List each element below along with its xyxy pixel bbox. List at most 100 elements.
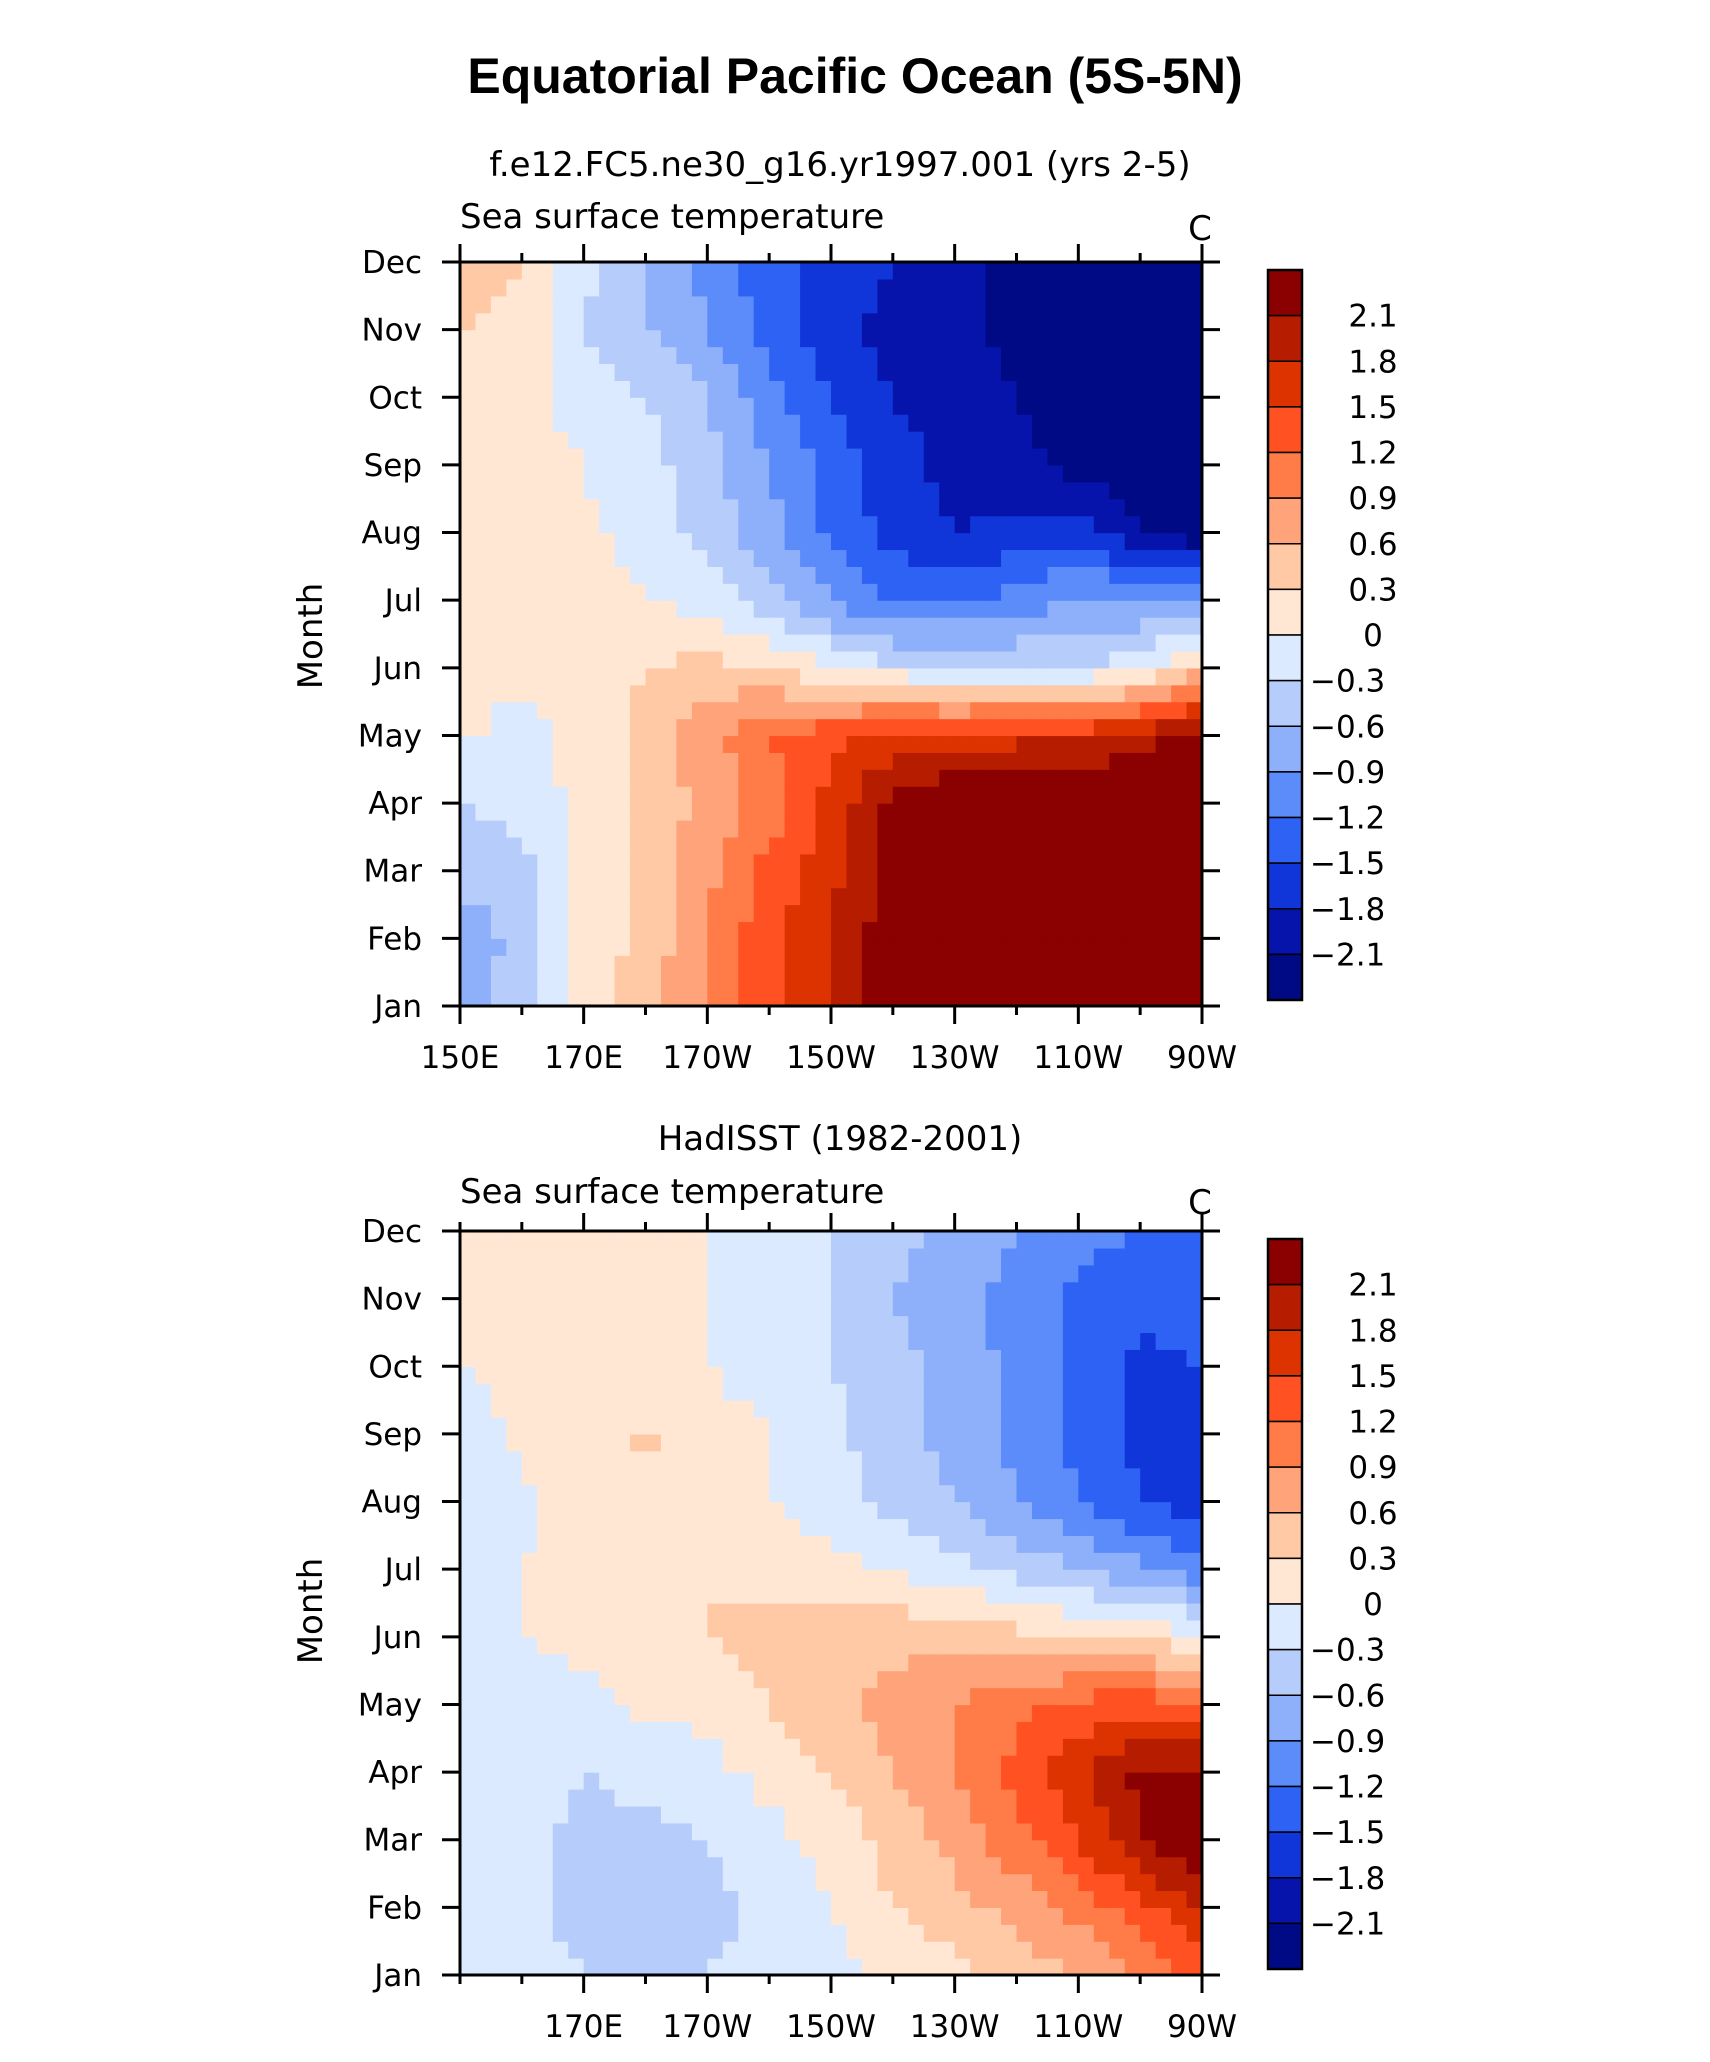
field-cell: [490, 1518, 507, 1536]
field-cell: [1031, 278, 1049, 297]
field-cell: [599, 1805, 616, 1824]
field-cell: [769, 363, 786, 381]
field-cell: [954, 1366, 971, 1384]
field-cell: [815, 803, 832, 821]
field-cell: [568, 1518, 585, 1536]
field-cell: [970, 1433, 987, 1452]
field-cell: [846, 1366, 863, 1384]
field-cell: [815, 1755, 832, 1773]
field-cell: [552, 1332, 569, 1350]
field-cell: [1001, 1247, 1018, 1266]
field-cell: [877, 1349, 894, 1367]
field-cell: [707, 1670, 724, 1689]
field-cell: [1093, 380, 1110, 398]
field-cell: [738, 1332, 755, 1350]
colorbar-frame: [1266, 1237, 1304, 1971]
field-cell: [1016, 498, 1033, 517]
field-cell: [861, 1856, 878, 1875]
field-cell: [970, 549, 987, 567]
field-cell: [506, 1603, 523, 1621]
field-cell: [722, 414, 739, 432]
colorbar-label: −0.3: [1310, 1633, 1385, 1669]
field-cell: [676, 1636, 693, 1655]
field-cell: [1016, 329, 1033, 348]
field-cell: [583, 1349, 600, 1367]
field-cell: [1155, 1417, 1172, 1435]
field-cell: [537, 1383, 554, 1401]
field-cell: [753, 1738, 770, 1756]
field-cell: [846, 312, 863, 331]
field-cell: [691, 1619, 708, 1638]
field-cell: [846, 1484, 863, 1503]
field-cell: [1155, 972, 1172, 990]
panel-2-right-subtitle: C: [1188, 1183, 1212, 1223]
field-cell: [753, 380, 770, 398]
field-cell: [1124, 1433, 1141, 1452]
field-cell: [908, 515, 925, 534]
field-cell: [1031, 515, 1049, 534]
field-cell: [831, 1805, 848, 1824]
field-cell: [1171, 1839, 1188, 1858]
field-cell: [537, 380, 554, 398]
field-cell: [691, 1856, 708, 1875]
field-cell: [738, 312, 755, 331]
field-cell: [1124, 295, 1141, 314]
field-cell: [970, 1924, 987, 1942]
field-cell: [676, 1907, 693, 1925]
field-cell: [707, 1586, 724, 1604]
field-cell: [568, 329, 585, 348]
field-cell: [568, 1738, 585, 1756]
field-cell: [908, 617, 925, 635]
field-cell: [1016, 363, 1033, 381]
field-cell: [475, 414, 492, 432]
field-cell: [506, 1789, 523, 1807]
field-cell: [460, 617, 477, 635]
field-cell: [1093, 1941, 1110, 1959]
field-cell: [1016, 1298, 1033, 1317]
field-cell: [1093, 1315, 1110, 1334]
field-cell: [1155, 1518, 1172, 1536]
field-cell: [1078, 464, 1095, 483]
field-cell: [877, 752, 894, 770]
field-cell: [630, 1738, 647, 1756]
field-cell: [753, 1670, 770, 1689]
field-cell: [985, 938, 1002, 956]
field-cell: [660, 1839, 678, 1858]
field-cell: [1016, 1636, 1033, 1655]
field-cell: [1155, 1772, 1172, 1790]
field-cell: [1016, 1603, 1033, 1621]
field-cell: [970, 262, 987, 280]
field-cell: [1001, 1349, 1018, 1367]
field-cell: [831, 684, 848, 703]
field-cell: [552, 955, 569, 973]
field-cell: [1155, 1890, 1172, 1908]
field-cell: [892, 1450, 909, 1469]
field-cell: [985, 1264, 1002, 1283]
field-cell: [1140, 1569, 1157, 1587]
field-cell: [1140, 1281, 1157, 1300]
field-cell: [1171, 1569, 1188, 1587]
field-cell: [908, 921, 925, 939]
field-cell: [923, 1281, 940, 1300]
field-cell: [954, 380, 971, 398]
field-cell: [815, 904, 832, 923]
field-cell: [892, 921, 909, 939]
field-cell: [1171, 938, 1188, 956]
field-cell: [831, 1501, 848, 1520]
field-cell: [1047, 1535, 1064, 1553]
field-cell: [877, 870, 894, 889]
field-cell: [691, 1789, 708, 1807]
field-cell: [939, 1941, 956, 1959]
field-cell: [769, 1298, 786, 1317]
field-cell: [537, 853, 554, 872]
field-cell: [985, 481, 1002, 500]
field-cell: [676, 1467, 693, 1486]
field-cell: [1186, 397, 1203, 415]
field-cell: [1140, 718, 1157, 737]
field-cell: [490, 1231, 507, 1249]
field-cell: [738, 836, 755, 855]
field-cell: [1186, 1298, 1203, 1317]
field-cell: [1124, 329, 1141, 348]
field-cell: [970, 1619, 987, 1638]
field-cell: [877, 329, 894, 348]
